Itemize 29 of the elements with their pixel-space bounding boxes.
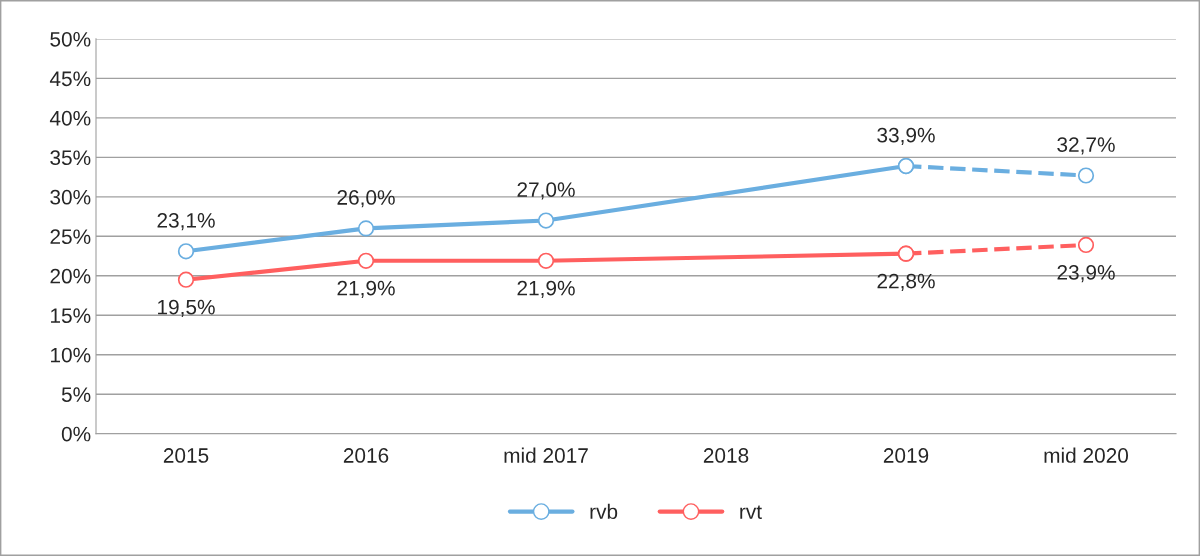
x-tick-label: 2019 xyxy=(883,448,929,463)
y-tick-label: 30% xyxy=(50,189,91,205)
x-tick-label: 2015 xyxy=(163,448,209,463)
x-tick-label: mid 2017 xyxy=(504,447,588,463)
y-tick-label: 45% xyxy=(49,71,91,87)
legend-label: rvt xyxy=(740,505,762,520)
data-label: 21,9% xyxy=(517,280,575,298)
x-tick-label: 2016 xyxy=(343,448,389,463)
data-label: 33,9% xyxy=(877,127,935,145)
x-tick-label: mid 2020 xyxy=(1044,447,1129,463)
y-tick-label: 40% xyxy=(49,110,91,126)
y-tick-label: 0% xyxy=(61,426,91,442)
y-tick-label: 25% xyxy=(50,229,91,245)
data-label: 23,1% xyxy=(157,212,215,231)
y-tick-label: 35% xyxy=(50,150,91,166)
data-label: 19,5% xyxy=(158,299,215,317)
data-label: 27,0% xyxy=(517,182,575,200)
y-tick-label: 5% xyxy=(61,387,91,402)
y-tick-label: 50% xyxy=(50,31,91,47)
data-label: 32,7% xyxy=(1057,137,1115,155)
x-tick-label: 2018 xyxy=(703,448,749,463)
y-tick-label: 20% xyxy=(50,268,91,284)
data-label: 23,9% xyxy=(1057,264,1115,283)
y-tick-label: 15% xyxy=(51,308,91,324)
legend-label: rvb xyxy=(590,503,618,520)
data-label: 22,8% xyxy=(877,273,935,291)
y-tick-label: 10% xyxy=(51,347,91,363)
data-label: 26,0% xyxy=(337,190,395,208)
data-label: 21,9% xyxy=(337,280,395,298)
